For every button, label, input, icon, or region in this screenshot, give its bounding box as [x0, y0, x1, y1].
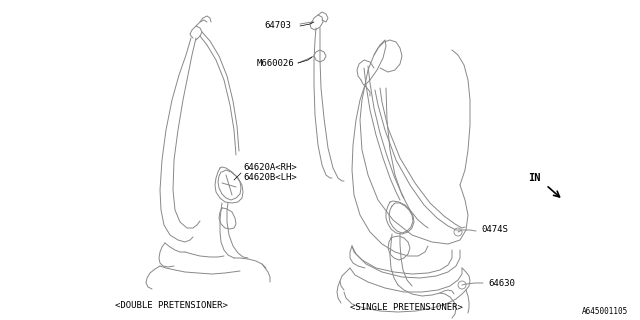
Text: 64703: 64703 — [264, 21, 291, 30]
Text: <DOUBLE PRETENSIONER>: <DOUBLE PRETENSIONER> — [115, 300, 228, 309]
Text: 64620B<LH>: 64620B<LH> — [243, 173, 297, 182]
Text: 0474S: 0474S — [481, 226, 508, 235]
Text: A645001105: A645001105 — [582, 308, 628, 316]
Text: <SINGLE PRETENSIONER>: <SINGLE PRETENSIONER> — [350, 303, 463, 313]
Text: 64630: 64630 — [488, 278, 515, 287]
Text: M660026: M660026 — [257, 59, 294, 68]
Text: 64620A<RH>: 64620A<RH> — [243, 164, 297, 172]
Text: IN: IN — [528, 173, 541, 183]
